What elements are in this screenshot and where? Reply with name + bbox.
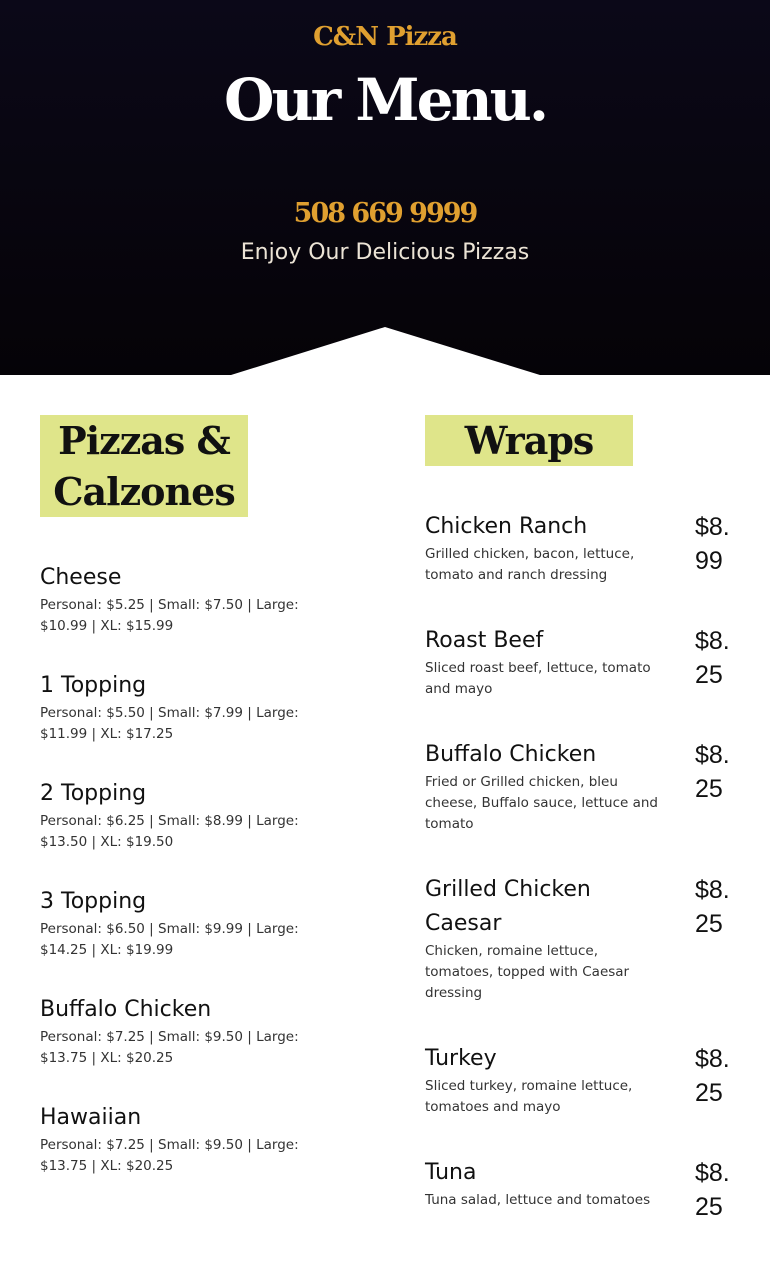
item-name: Chicken Ranch <box>425 514 588 539</box>
hero-header: C&N Pizza Our Menu. 508 669 9999 Enjoy O… <box>0 0 770 375</box>
phone-number[interactable]: 508 669 9999 <box>293 198 479 229</box>
pizzas-section: Pizzas & Calzones Cheese Personal: $5.25 … <box>40 415 350 1209</box>
item-name: Buffalo Chicken <box>425 742 597 767</box>
item-price: $8.25 <box>695 876 730 938</box>
item-prices: Personal: $5.50 | Small: $7.99 | Large: … <box>40 705 299 742</box>
menu-item: Chicken Ranch Grilled chicken, bacon, let… <box>425 510 735 586</box>
menu-item: 3 Topping Personal: $6.50 | Small: $9.99 … <box>40 885 350 993</box>
item-price: $8.25 <box>695 741 730 803</box>
item-name: Grilled Chicken Caesar <box>425 877 591 936</box>
item-prices: Personal: $6.25 | Small: $8.99 | Large: … <box>40 813 299 850</box>
menu-item: Buffalo Chicken Fried or Grilled chicken,… <box>425 738 735 835</box>
section-heading: Pizzas & Calzones <box>40 415 248 517</box>
divider-shape <box>231 327 540 375</box>
item-name: Tuna <box>425 1160 477 1185</box>
tagline: Enjoy Our Delicious Pizzas <box>240 240 530 265</box>
item-price: $8.25 <box>695 1045 730 1107</box>
item-name: Cheese <box>40 565 122 590</box>
menu-item: Cheese Personal: $5.25 | Small: $7.50 | L… <box>40 561 350 669</box>
item-desc: Fried or Grilled chicken, bleu cheese, B… <box>425 774 658 832</box>
menu-item: Buffalo Chicken Personal: $7.25 | Small: … <box>40 993 350 1101</box>
item-desc: Sliced roast beef, lettuce, tomato and m… <box>425 660 651 697</box>
menu-item: 1 Topping Personal: $5.50 | Small: $7.99 … <box>40 669 350 777</box>
page-title: Our Menu. <box>223 66 549 134</box>
item-price: $8.25 <box>695 627 730 689</box>
item-desc: Tuna salad, lettuce and tomatoes <box>425 1192 651 1208</box>
menu-item: 2 Topping Personal: $6.25 | Small: $8.99 … <box>40 777 350 885</box>
menu-item: Hawaiian Personal: $7.25 | Small: $9.50 |… <box>40 1101 350 1209</box>
item-name: Buffalo Chicken <box>40 997 212 1022</box>
item-desc: Grilled chicken, bacon, lettuce, tomato … <box>425 546 635 583</box>
item-prices: Personal: $7.25 | Small: $9.50 | Large: … <box>40 1137 299 1174</box>
menu-item: Grilled Chicken Caesar Chicken, romaine l… <box>425 873 735 1004</box>
item-price: $8.25 <box>695 1159 730 1221</box>
item-desc: Chicken, romaine lettuce, tomatoes, topp… <box>425 943 630 1001</box>
item-name: 3 Topping <box>40 889 147 914</box>
menu-item: Roast Beef Sliced roast beef, lettuce, to… <box>425 624 735 700</box>
wraps-section: Wraps Chicken Ranch Grilled chicken, baco… <box>425 415 735 1262</box>
item-name: Turkey <box>425 1046 497 1071</box>
item-name: 1 Topping <box>40 673 147 698</box>
item-prices: Personal: $6.50 | Small: $9.99 | Large: … <box>40 921 299 958</box>
item-prices: Personal: $5.25 | Small: $7.50 | Large: … <box>40 597 299 634</box>
item-prices: Personal: $7.25 | Small: $9.50 | Large: … <box>40 1029 299 1066</box>
menu-item: Tuna Tuna salad, lettuce and tomatoes $8.2… <box>425 1156 735 1224</box>
section-heading: Wraps <box>425 415 633 466</box>
brand-name: C&N Pizza <box>313 22 458 52</box>
menu-item: Turkey Sliced turkey, romaine lettuce, to… <box>425 1042 735 1118</box>
item-name: Hawaiian <box>40 1105 142 1130</box>
item-price: $8.99 <box>695 513 730 575</box>
item-name: Roast Beef <box>425 628 544 653</box>
item-name: 2 Topping <box>40 781 147 806</box>
item-desc: Sliced turkey, romaine lettuce, tomatoes… <box>425 1078 633 1115</box>
